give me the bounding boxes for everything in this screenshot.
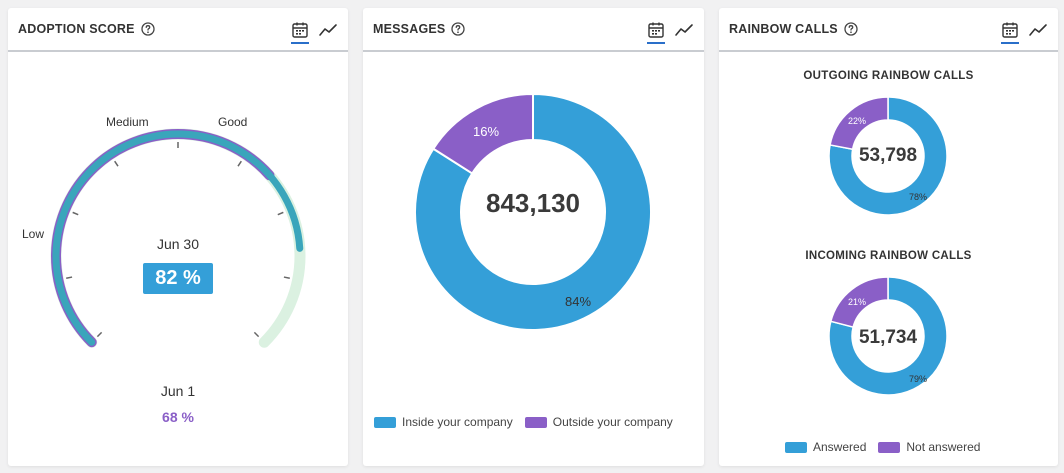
gauge-tick [96, 331, 103, 338]
donut-slice-answered [828, 276, 948, 396]
gauge-tick [283, 276, 290, 279]
gauge-tick [114, 160, 119, 167]
gauge-tick [253, 331, 260, 338]
messages-header: MESSAGES [363, 8, 704, 52]
help-circle-icon[interactable] [844, 22, 858, 36]
outgoing-total: 53,798 [858, 145, 918, 166]
incoming-answered-percent: 79% [909, 374, 928, 384]
inside-percent-label: 84% [565, 294, 592, 309]
donut-slice-not-answered [829, 96, 889, 151]
gauge-label-good: Good [218, 115, 248, 129]
legend-item-not-answered[interactable]: Not answered [878, 440, 980, 454]
rainbow-calls-title: RAINBOW CALLS [729, 22, 838, 36]
legend-item-inside[interactable]: Inside your company [374, 415, 513, 429]
legend-swatch-purple [878, 441, 901, 453]
outgoing-not-answered-percent: 22% [848, 116, 867, 126]
outgoing-calls-donut [828, 96, 948, 216]
gauge-tick [277, 211, 284, 216]
outgoing-calls-title: OUTGOING RAINBOW CALLS [803, 70, 974, 82]
previous-date: Jun 1 [160, 383, 196, 399]
outside-percent-label: 16% [473, 124, 500, 139]
messages-legend: Inside your company Outside your company [374, 415, 673, 429]
calendar-view-button[interactable] [290, 20, 310, 44]
rainbow-calls-header: RAINBOW CALLS [719, 8, 1058, 52]
incoming-calls-title: INCOMING RAINBOW CALLS [805, 250, 972, 262]
previous-score: 68 % [162, 409, 194, 425]
calendar-icon [648, 22, 664, 38]
incoming-calls-donut [828, 276, 948, 396]
legend-swatch-blue [785, 441, 807, 453]
help-circle-icon[interactable] [451, 22, 466, 36]
rainbow-calls-card: RAINBOW CALLS OUTGOING RAINBOW CALLS 53,… [719, 8, 1058, 466]
donut-slice-answered [828, 96, 948, 216]
trend-view-button[interactable] [674, 20, 694, 42]
messages-total: 843,130 [486, 188, 580, 218]
adoption-score-header: ADOPTION SCORE [8, 8, 348, 52]
calls-legend: Answered Not answered [785, 440, 980, 454]
calendar-view-button[interactable] [1000, 20, 1020, 44]
legend-label-inside: Inside your company [402, 415, 513, 429]
gauge-current-arc [52, 130, 304, 346]
adoption-gauge [50, 128, 306, 348]
current-score-badge: 82 % [143, 263, 213, 294]
gauge-label-medium: Medium [106, 115, 149, 129]
legend-label-answered: Answered [813, 440, 867, 454]
donut-slice-inside [414, 92, 652, 331]
messages-card: MESSAGES 843,130 84% 16% Inside your com… [363, 8, 704, 466]
help-circle-icon[interactable] [141, 22, 155, 36]
adoption-score-card: ADOPTION SCORE Low Medium Good Jun 30 82… [8, 8, 348, 466]
legend-swatch-purple [524, 416, 547, 428]
legend-label-outside: Outside your company [552, 415, 673, 429]
incoming-total: 51,734 [858, 327, 918, 348]
trend-line-icon [1029, 24, 1047, 36]
legend-item-answered[interactable]: Answered [785, 440, 866, 454]
gauge-tick [237, 160, 242, 167]
calendar-icon [292, 22, 308, 38]
legend-swatch-blue [374, 416, 396, 428]
donut-slice-not-answered [829, 276, 889, 328]
trend-line-icon [319, 24, 337, 36]
trend-view-button[interactable] [318, 20, 338, 42]
gauge-tick [66, 276, 73, 279]
calendar-view-button[interactable] [646, 20, 666, 44]
messages-donut [414, 92, 652, 331]
outgoing-answered-percent: 78% [909, 192, 928, 202]
adoption-score-title: ADOPTION SCORE [18, 22, 135, 36]
donut-slice-outside [431, 92, 534, 175]
trend-view-button[interactable] [1028, 20, 1048, 42]
trend-line-icon [675, 24, 693, 36]
gauge-tick [72, 211, 79, 216]
legend-label-not-answered: Not answered [906, 440, 981, 454]
current-date: Jun 30 [156, 236, 200, 252]
messages-title: MESSAGES [373, 22, 446, 36]
legend-item-outside[interactable]: Outside your company [524, 415, 673, 429]
calendar-icon [1002, 22, 1018, 38]
incoming-not-answered-percent: 21% [848, 297, 867, 307]
gauge-label-low: Low [22, 227, 45, 241]
